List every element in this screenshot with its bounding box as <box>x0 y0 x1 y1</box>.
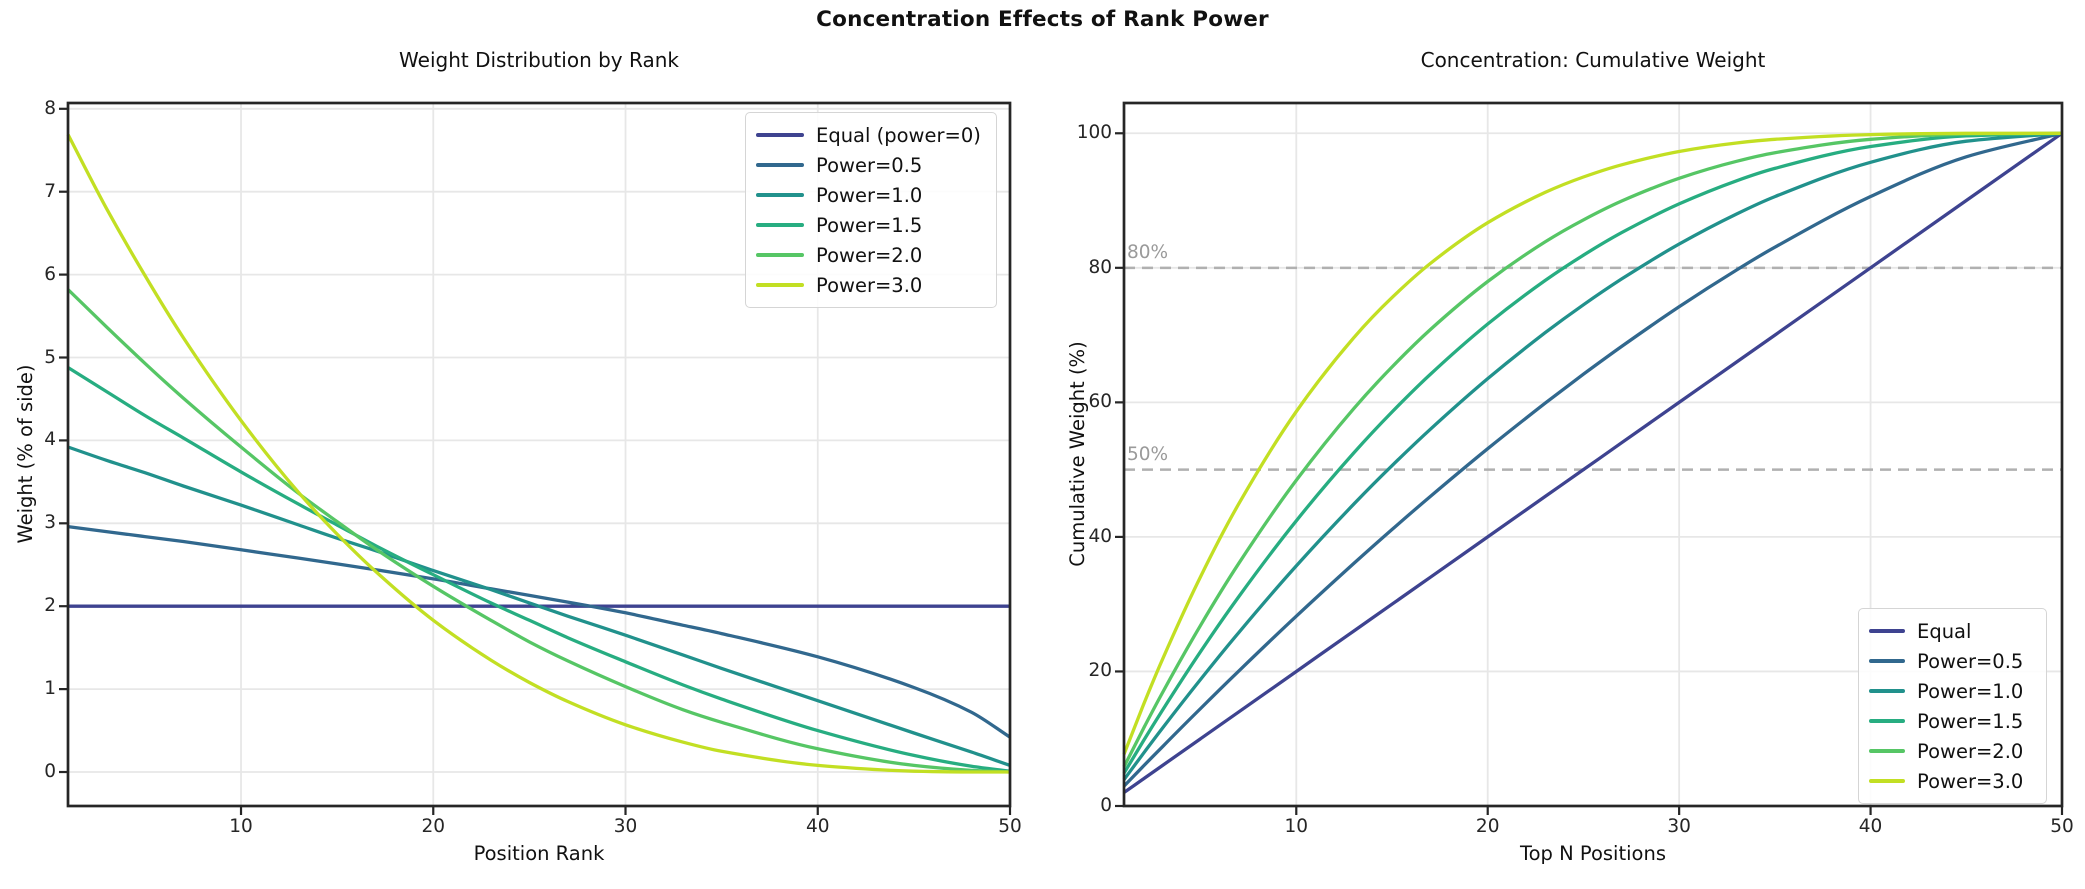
chart1-title: Weight Distribution by Rank <box>399 48 679 72</box>
x-tick-label: 30 <box>1667 816 1691 837</box>
legend-item: Power=1.5 <box>1869 706 2034 736</box>
legend-label: Power=2.0 <box>1917 739 2024 763</box>
y-tick-label: 100 <box>1076 122 1112 144</box>
legend-item: Power=1.0 <box>1869 676 2034 706</box>
legend-line-swatch <box>1869 719 1905 723</box>
legend-line-swatch <box>756 253 804 257</box>
legend-line-swatch <box>756 133 804 137</box>
legend-item: Power=3.0 <box>756 270 984 300</box>
series-line-equal <box>1123 131 2063 794</box>
y-tick-label: 80 <box>1088 256 1112 278</box>
axes-spines <box>66 101 1012 808</box>
legend-label: Power=1.0 <box>816 183 923 207</box>
threshold-label-80: 80% <box>1127 241 1169 263</box>
legend-item: Equal <box>1869 616 2034 646</box>
y-tick-label: 20 <box>1088 660 1112 682</box>
series-line-power-1.0 <box>67 445 1011 767</box>
legend-item: Power=1.5 <box>756 210 984 240</box>
series-line-power-1.0 <box>1122 131 2063 781</box>
series-line-power-1.5 <box>1122 131 2063 775</box>
legend-item: Power=2.0 <box>756 240 984 270</box>
y-tick-label: 1 <box>44 678 56 700</box>
legend-line-swatch <box>1869 659 1905 663</box>
legend-line-swatch <box>1869 749 1905 753</box>
series-line-power-0.5 <box>1122 131 2063 788</box>
legend-line-swatch <box>756 193 804 197</box>
x-tick-label: 40 <box>805 816 830 837</box>
y-tick-label: 4 <box>44 429 56 451</box>
legend-item: Power=0.5 <box>756 150 984 180</box>
y-tick-label: 5 <box>44 346 56 368</box>
legend-line-swatch <box>756 223 804 227</box>
legend-label: Power=2.0 <box>816 243 923 267</box>
legend: Equal (power=0) Power=0.5 Power=1.0 Power=1… <box>745 112 997 308</box>
series-line-power-2.0 <box>1122 131 2063 768</box>
series-line-power-3.0 <box>66 133 1010 774</box>
y-tick-label: 0 <box>44 761 56 782</box>
threshold-label-50: 50% <box>1127 443 1169 465</box>
x-tick-label: 50 <box>2050 816 2074 837</box>
legend-item: Power=1.0 <box>756 180 984 210</box>
axes-spines <box>1122 101 2064 808</box>
y-tick-label: 6 <box>44 263 56 285</box>
y-tick-label: 0 <box>1100 795 1112 816</box>
y-tick-label: 8 <box>44 97 56 119</box>
legend-line-swatch <box>756 163 804 167</box>
legend-label: Equal (power=0) <box>816 123 981 147</box>
legend-item: Power=3.0 <box>1869 766 2034 796</box>
series-line-power-2.0 <box>66 288 1011 774</box>
series-line-power-0.5 <box>67 524 1011 739</box>
legend-label: Equal <box>1917 619 1972 643</box>
legend-line-swatch <box>1869 779 1905 783</box>
legend: Equal Power=0.5 Power=1.0 Power=1.5 Power=2.… <box>1858 608 2047 804</box>
legend-item: Power=0.5 <box>1869 646 2034 676</box>
legend-item: Equal (power=0) <box>756 120 984 150</box>
y-tick-label: 2 <box>44 595 56 617</box>
chart1-xaxis-label: Position Rank <box>473 842 605 865</box>
legend-label: Power=0.5 <box>816 153 923 177</box>
y-tick-label: 60 <box>1088 391 1112 413</box>
legend-label: Power=1.5 <box>1917 709 2024 733</box>
x-tick-label: 50 <box>998 816 1022 837</box>
x-tick-label: 20 <box>421 816 446 837</box>
chart2-yaxis-label: Cumulative Weight (%) <box>1066 341 1089 567</box>
chart2-title: Concentration: Cumulative Weight <box>1420 48 1766 72</box>
y-tick-label: 7 <box>44 180 56 202</box>
chart2-xaxis-label: Top N Positions <box>1520 842 1666 865</box>
legend-item: Power=2.0 <box>1869 736 2034 766</box>
series-line-power-1.5 <box>67 366 1011 773</box>
x-tick-label: 10 <box>229 816 253 837</box>
y-tick-label: 40 <box>1088 525 1112 547</box>
legend-label: Power=1.0 <box>1917 679 2024 703</box>
legend-label: Power=3.0 <box>816 273 923 297</box>
legend-label: Power=3.0 <box>1917 769 2024 793</box>
x-tick-label: 40 <box>1858 816 1883 837</box>
x-tick-label: 10 <box>1284 816 1309 837</box>
x-tick-label: 30 <box>613 816 638 837</box>
legend-line-swatch <box>1869 689 1905 693</box>
legend-label: Power=0.5 <box>1917 649 2024 673</box>
legend-line-swatch <box>756 283 804 287</box>
legend-label: Power=1.5 <box>816 213 923 237</box>
y-tick-label: 3 <box>44 512 56 534</box>
figure-title: Concentration Effects of Rank Power <box>816 7 1269 32</box>
legend-line-swatch <box>1869 629 1905 633</box>
x-tick-label: 20 <box>1475 816 1500 837</box>
series-line-power-3.0 <box>1122 131 2062 755</box>
